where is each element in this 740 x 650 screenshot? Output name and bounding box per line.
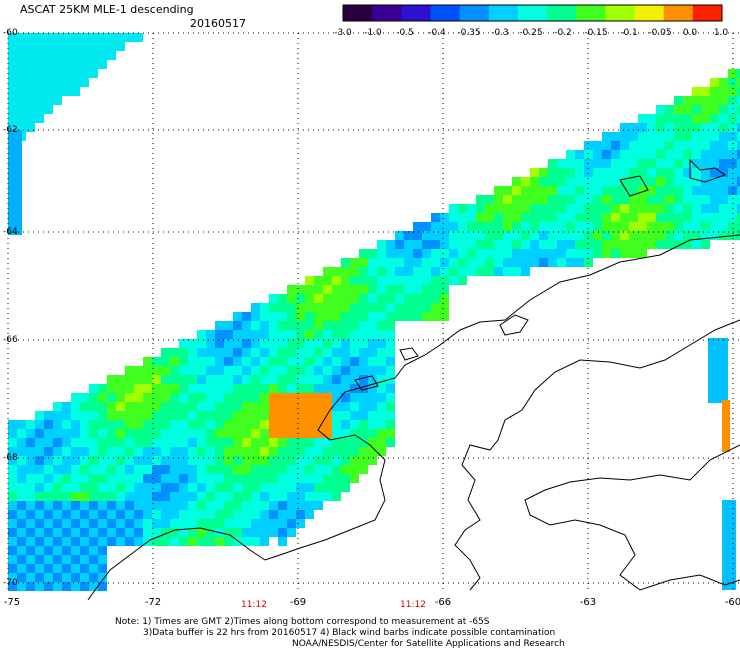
latitude-label: -60	[3, 28, 18, 38]
colorbar-swatch	[459, 5, 490, 21]
colorbar-tick-label: -0.35	[457, 28, 481, 38]
colorbar-tick-label: -0.1	[620, 28, 638, 38]
colorbar-tick-label: -0.5	[396, 28, 414, 38]
colorbar-tick-label: -0.4	[428, 28, 446, 38]
latitude-label: -64	[3, 227, 18, 237]
edge-strip	[722, 400, 730, 452]
note-line-3: NOAA/NESDIS/Center for Satellite Applica…	[292, 639, 565, 649]
colorbar-swatch	[576, 5, 606, 21]
map-title: ASCAT 25KM MLE-1 descending	[20, 3, 194, 16]
colorbar-swatch	[430, 5, 461, 21]
latitude-label: -62	[3, 125, 18, 135]
edge-strip	[722, 500, 736, 590]
latitude-label: -70	[3, 578, 18, 588]
colorbar-tick-label: -0.3	[491, 28, 509, 38]
time-label: 11:12	[241, 600, 267, 610]
swath-data-cells	[8, 33, 740, 591]
colorbar-swatch	[663, 5, 694, 21]
map-date: 20160517	[190, 17, 246, 30]
longitude-label: -66	[434, 597, 452, 608]
note-line-1: Note: 1) Times are GMT 2)Times along bot…	[115, 617, 490, 627]
colorbar-tick-label: -0.25	[519, 28, 543, 38]
longitude-label: -75	[3, 597, 21, 608]
longitude-label: -72	[144, 597, 162, 608]
colorbar-tick-label: -0.2	[554, 28, 572, 38]
lat-lon-grid	[7, 32, 740, 590]
colorbar-swatch	[547, 5, 577, 21]
note-line-2: 3)Data buffer is 22 hrs from 20160517 4)…	[143, 628, 556, 638]
colorbar-swatch	[634, 5, 665, 21]
colorbar-swatch	[343, 5, 373, 21]
edge-strip	[708, 338, 728, 403]
colorbar-swatch	[692, 5, 723, 21]
longitude-label: -69	[289, 597, 307, 608]
colorbar-tick-label: -0.05	[648, 28, 672, 38]
colorbar-swatch	[605, 5, 636, 21]
colorbar-tick-label: 1.0	[713, 28, 729, 38]
edge-data-strips	[8, 130, 736, 590]
longitude-label: -63	[579, 597, 597, 608]
edge-strip	[8, 130, 22, 235]
colorbar-tick-label: 0.0	[682, 28, 698, 38]
latitude-label: -68	[3, 453, 18, 463]
colorbar-tick-label: -1.0	[364, 28, 382, 38]
coastline	[87, 158, 740, 601]
colorbar-swatch	[401, 5, 431, 21]
colorbar-tick-label: -3.0	[334, 28, 352, 38]
colorbar-swatch	[488, 5, 519, 21]
colorbar-tick-label: -0.15	[584, 28, 608, 38]
colorbar	[342, 4, 723, 22]
colorbar-swatch	[372, 5, 402, 21]
latitude-label: -66	[3, 335, 18, 345]
colorbar-swatch	[517, 5, 548, 21]
colorbar-frame	[342, 4, 723, 22]
longitude-label: -60	[724, 597, 740, 608]
time-label: 11:12	[400, 600, 426, 610]
